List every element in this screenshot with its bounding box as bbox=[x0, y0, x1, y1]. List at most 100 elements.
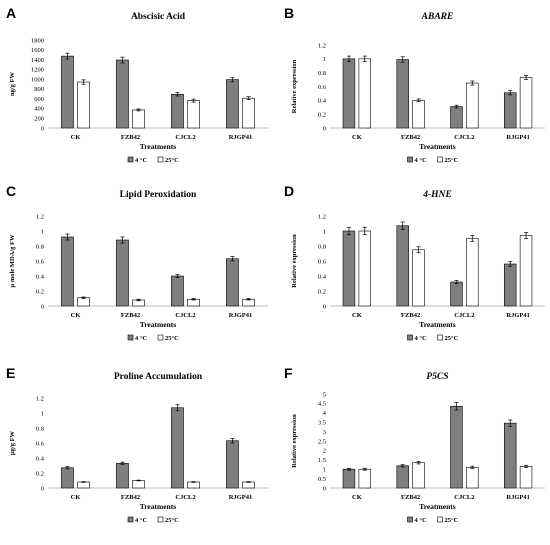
chart-f-bar-cold bbox=[450, 405, 463, 489]
chart-e-error-bar bbox=[191, 481, 196, 483]
chart-a-y-tick-label: 1600 bbox=[31, 47, 44, 54]
chart-d-error-bar bbox=[400, 221, 405, 230]
chart-d-title: 4-HNE bbox=[422, 190, 452, 200]
chart-f-bar-warm bbox=[466, 467, 479, 489]
chart-f-y-tick-label: 2 bbox=[323, 448, 326, 455]
chart-b-y-tick-label: 0 bbox=[323, 125, 326, 132]
legend-swatch-warm bbox=[437, 156, 443, 163]
chart-e-y-tick-label: 1.2 bbox=[36, 395, 44, 402]
chart-f-x-tick-label: CK bbox=[352, 494, 362, 501]
chart-d-error-bar bbox=[470, 235, 475, 242]
legend-label-warm: 25°C bbox=[165, 517, 179, 524]
legend-label-warm: 25°C bbox=[445, 157, 459, 164]
chart-b-legend: 4 °C 25°C bbox=[407, 156, 459, 164]
chart-b-y-axis-label: Relative expression bbox=[291, 59, 298, 113]
chart-e-error-bar bbox=[120, 461, 125, 465]
chart-f-error-bar bbox=[524, 464, 529, 468]
chart-a-bar-cold bbox=[226, 79, 239, 129]
chart-f-bar-cold bbox=[396, 465, 409, 489]
chart-a-bar-cold bbox=[171, 93, 184, 129]
chart-e-y-tick-label: 0.4 bbox=[36, 455, 45, 462]
chart-c-x-tick-label: CJCL2 bbox=[175, 312, 195, 319]
legend-label-warm: 25°C bbox=[165, 335, 179, 342]
chart-c-error-bar bbox=[175, 274, 180, 278]
chart-f: F P5CS Relative expression 0 0.5 1 1.5 2 2.5 3 3.5… bbox=[284, 365, 545, 524]
chart-f-y-tick-label: 4 bbox=[323, 410, 327, 417]
chart-b-x-tick-label: CJCL2 bbox=[454, 134, 474, 141]
chart-a-error-bar bbox=[175, 92, 180, 97]
legend-label-cold: 4 °C bbox=[415, 157, 427, 164]
chart-d-y-tick-label: 0 bbox=[323, 303, 326, 310]
chart-a-legend: 4 °C 25°C bbox=[127, 156, 179, 164]
chart-f-x-tick-label: CJCL2 bbox=[454, 494, 474, 501]
chart-c-x-tick-label: FZB42 bbox=[121, 312, 140, 319]
chart-b-panel-letter: B bbox=[284, 5, 294, 21]
chart-b-y-tick-label: 0.8 bbox=[318, 70, 326, 77]
legend-swatch-cold bbox=[407, 334, 413, 341]
chart-e-bar-cold bbox=[116, 462, 129, 489]
chart-d-x-tick-label: CJCL2 bbox=[454, 312, 474, 319]
chart-a-x-axis-label: Treatments bbox=[140, 142, 176, 151]
chart-c-x-axis-label: Treatments bbox=[140, 320, 176, 329]
chart-e-y-axis-label: μg/g FW bbox=[9, 430, 16, 455]
chart-d-x-tick-label: FZB42 bbox=[401, 312, 420, 319]
chart-a-y-tick-label: 0 bbox=[41, 125, 44, 132]
chart-d-panel-letter: D bbox=[284, 183, 294, 199]
chart-b: B ABARE Relative expression 0 0.2 0.4 0.6 0.8 1 1… bbox=[284, 5, 545, 164]
chart-b-x-axis-label: Treatments bbox=[419, 142, 455, 151]
legend-swatch-warm bbox=[157, 334, 164, 341]
legend-swatch-warm bbox=[157, 156, 164, 163]
chart-a-bar-warm bbox=[132, 109, 145, 129]
chart-b-error-bar bbox=[454, 104, 459, 109]
chart-c-y-tick-label: 0.6 bbox=[36, 258, 45, 265]
chart-f-y-axis-label: Relative expression bbox=[291, 414, 298, 468]
chart-c-error-bar bbox=[191, 298, 196, 301]
chart-a-bar-cold bbox=[61, 55, 74, 129]
chart-a-title: Abscisic Acid bbox=[131, 12, 186, 22]
chart-e-error-bar bbox=[230, 438, 235, 444]
chart-a-bar-warm bbox=[77, 81, 90, 129]
chart-b-bar-cold bbox=[396, 59, 409, 129]
chart-d-error-bar bbox=[508, 261, 513, 267]
chart-f-error-bar bbox=[362, 467, 367, 471]
chart-c-legend: 4 °C 25°C bbox=[127, 334, 179, 342]
chart-b-x-tick-label: CK bbox=[352, 134, 362, 141]
chart-d-error-bar bbox=[416, 246, 421, 254]
chart-b-bar-warm bbox=[412, 100, 425, 129]
chart-a-x-tick-label: CK bbox=[71, 134, 81, 141]
chart-a-y-tick-label: 200 bbox=[34, 116, 44, 123]
chart-a: A Abscisic Acid ng/g FW 0 200 400 600 800 1000 12… bbox=[6, 5, 268, 164]
chart-a-panel-letter: A bbox=[6, 5, 16, 21]
chart-f-error-bar bbox=[454, 402, 459, 411]
legend-swatch-cold bbox=[127, 156, 134, 163]
legend-label-warm: 25°C bbox=[445, 517, 459, 524]
chart-e-x-tick-label: RJGP41 bbox=[229, 494, 252, 501]
chart-d-y-tick-label: 1.2 bbox=[318, 213, 326, 220]
legend-swatch-warm bbox=[157, 516, 164, 523]
legend-swatch-warm bbox=[437, 516, 443, 523]
chart-a-y-tick-label: 1400 bbox=[31, 57, 44, 64]
chart-c-y-tick-label: 1 bbox=[41, 228, 44, 235]
chart-e-bar-warm bbox=[77, 481, 90, 489]
chart-c: C Lipid Peroxidation μ mole MDA/g FW 0 0.2 0.… bbox=[6, 183, 268, 342]
chart-b-error-bar bbox=[508, 90, 513, 96]
chart-b-error-bar bbox=[362, 55, 367, 62]
chart-a-error-bar bbox=[191, 98, 196, 103]
chart-d-bar-cold bbox=[450, 281, 463, 307]
chart-f-y-tick-label: 0 bbox=[323, 485, 326, 492]
chart-d-bar-warm bbox=[519, 235, 533, 307]
chart-a-bar-warm bbox=[242, 97, 255, 129]
chart-b-error-bar bbox=[416, 98, 421, 103]
chart-c-y-tick-label: 0.8 bbox=[36, 243, 44, 250]
chart-f-y-tick-label: 5 bbox=[323, 391, 326, 398]
chart-d-bar-cold bbox=[396, 225, 409, 307]
chart-e-y-tick-label: 0.8 bbox=[36, 425, 44, 432]
chart-f-error-bar bbox=[470, 465, 475, 469]
chart-d-legend: 4 °C 25°C bbox=[407, 334, 459, 342]
chart-a-y-tick-label: 1000 bbox=[31, 76, 44, 83]
chart-b-x-tick-label: RJGP41 bbox=[506, 134, 529, 141]
chart-a-error-bar bbox=[230, 77, 235, 83]
chart-a-y-tick-label: 400 bbox=[34, 106, 44, 113]
chart-d-error-bar bbox=[362, 226, 367, 236]
chart-d-bar-warm bbox=[412, 249, 425, 307]
